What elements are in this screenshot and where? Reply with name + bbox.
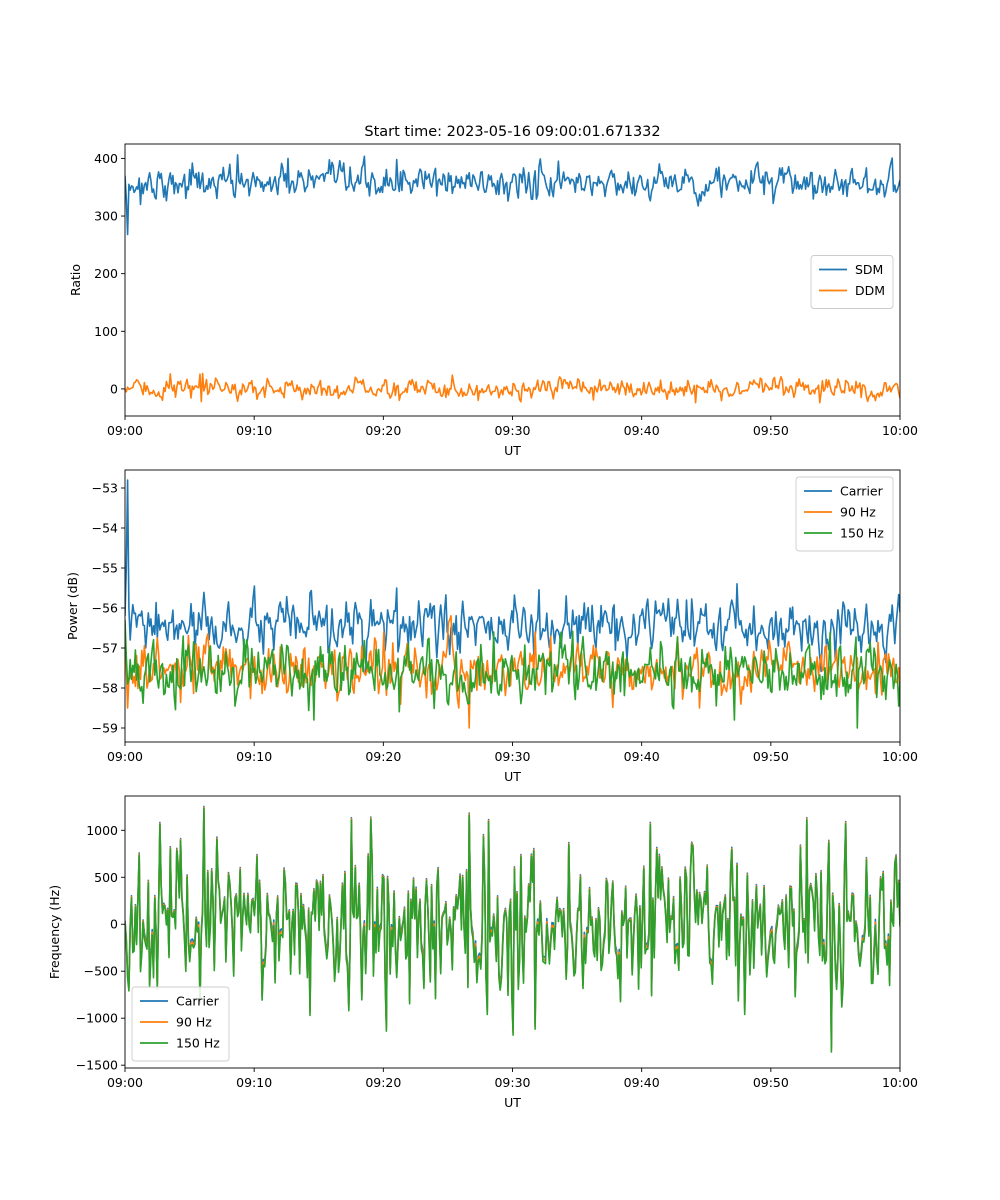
legend-label: SDM [855, 262, 883, 277]
y-tick-label: −55 [92, 561, 118, 576]
y-tick-label: 100 [94, 324, 118, 339]
series-line-150-hz [125, 619, 900, 729]
x-tick-label: 10:00 [882, 423, 918, 438]
y-tick-label: 500 [94, 870, 118, 885]
y-tick-label: −56 [92, 601, 118, 616]
x-tick-label: 09:00 [107, 1075, 143, 1090]
chart-panel-2: 09:00 09:10 09:20 09:30 09:40 09:50 10:00 −59 −5… [65, 469, 918, 784]
y-tick-label: −57 [92, 641, 118, 656]
x-tick-label: 09:40 [624, 749, 660, 764]
series-line-150-hz [125, 807, 900, 1053]
x-axis-label: UT [504, 443, 521, 458]
legend-label: 90 Hz [840, 505, 876, 520]
y-axis-label: Frequency (Hz) [47, 885, 62, 979]
x-tick-label: 09:20 [365, 423, 401, 438]
plot-area [125, 154, 900, 404]
y-tick-label: −1000 [76, 1011, 118, 1026]
legend: Carrier 90 Hz 150 Hz [131, 986, 230, 1062]
x-tick-label: 10:00 [882, 749, 918, 764]
x-tick-label: 09:10 [236, 749, 272, 764]
x-tick-label: 09:20 [365, 749, 401, 764]
y-axis-label: Power (dB) [65, 572, 80, 640]
x-tick-label: 09:40 [624, 423, 660, 438]
x-tick-label: 09:10 [236, 423, 272, 438]
x-tick-label: 09:50 [753, 1075, 789, 1090]
series-line-sdm [125, 154, 900, 236]
series-line-ddm [125, 372, 900, 404]
x-axis-label: UT [504, 1095, 521, 1110]
y-tick-label: −53 [92, 481, 118, 496]
series-line-carrier [125, 479, 900, 675]
legend: Carrier 90 Hz 150 Hz [795, 476, 894, 552]
chart-panel-3: 09:00 09:10 09:20 09:30 09:40 09:50 10:00 −1500… [47, 795, 918, 1110]
y-axis-label: Ratio [68, 264, 83, 296]
y-tick-label: −54 [92, 521, 118, 536]
x-tick-label: 09:10 [236, 1075, 272, 1090]
y-tick-label: −500 [84, 964, 118, 979]
y-tick-label: −58 [92, 681, 118, 696]
legend-label: 150 Hz [176, 1036, 220, 1051]
chart-title: Start time: 2023-05-16 09:00:01.671332 [364, 124, 660, 140]
legend-label: 150 Hz [840, 526, 884, 541]
legend-label: DDM [855, 283, 885, 298]
legend-label: 90 Hz [176, 1015, 212, 1030]
plot-area [125, 479, 900, 729]
x-tick-label: 09:00 [107, 749, 143, 764]
x-tick-label: 09:30 [494, 749, 530, 764]
y-tick-label: 200 [94, 266, 118, 281]
legend: SDM DDM [810, 255, 894, 309]
chart-panel-1: 09:00 09:10 09:20 09:30 09:40 09:50 10:00 0 100 2… [68, 143, 918, 458]
y-tick-label: 400 [94, 151, 118, 166]
y-tick-label: 0 [110, 381, 118, 396]
x-tick-label: 09:20 [365, 1075, 401, 1090]
x-tick-label: 09:50 [753, 749, 789, 764]
y-tick-label: 0 [110, 917, 118, 932]
x-tick-label: 09:30 [494, 423, 530, 438]
legend-label: Carrier [840, 484, 884, 499]
x-tick-label: 09:30 [494, 1075, 530, 1090]
plot-area [125, 805, 900, 1053]
legend-label: Carrier [176, 994, 220, 1009]
x-tick-label: 10:00 [882, 1075, 918, 1090]
x-tick-label: 09:50 [753, 423, 789, 438]
x-tick-label: 09:00 [107, 423, 143, 438]
x-tick-label: 09:40 [624, 1075, 660, 1090]
x-axis-label: UT [504, 769, 521, 784]
y-tick-label: 300 [94, 209, 118, 224]
y-tick-label: −1500 [76, 1058, 118, 1073]
y-tick-label: 1000 [86, 823, 118, 838]
y-tick-label: −59 [92, 721, 118, 736]
